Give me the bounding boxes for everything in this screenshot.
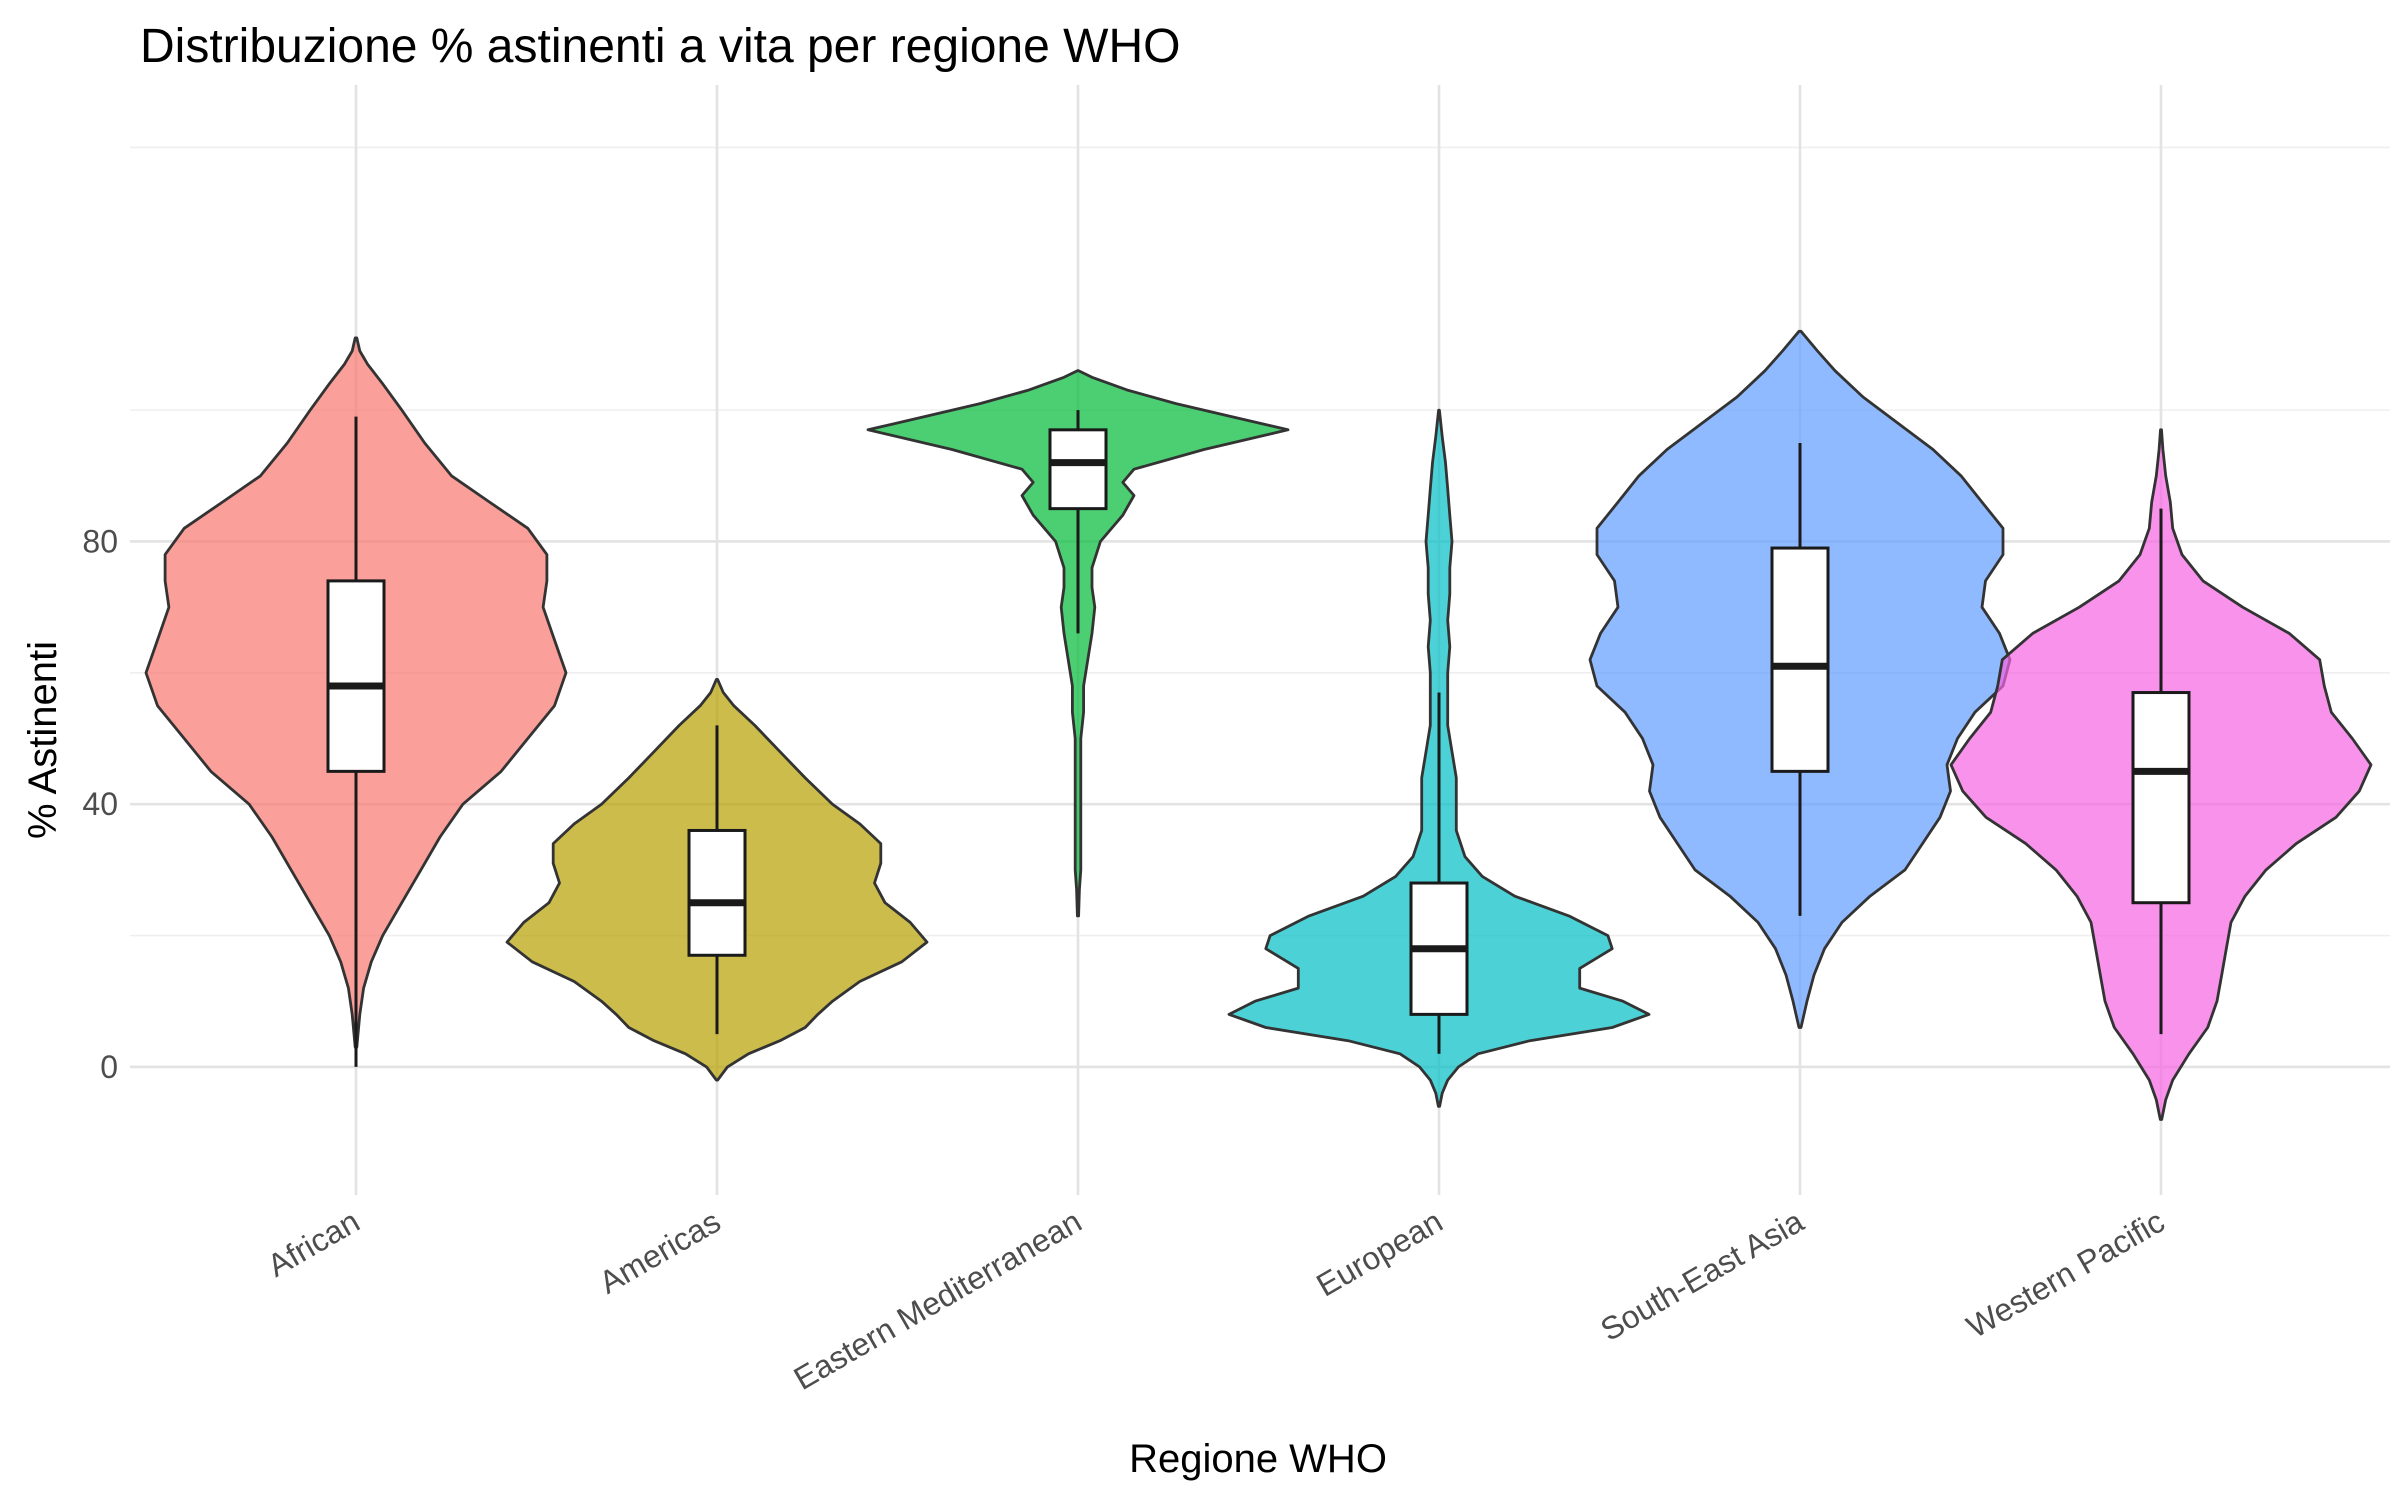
boxplots xyxy=(326,410,2191,1067)
x-tick-label: African xyxy=(261,1203,365,1284)
y-axis-title: % Astinenti xyxy=(21,641,65,839)
y-axis-ticks: 0 40 80 xyxy=(82,523,118,1084)
box-iqr xyxy=(326,579,386,773)
x-axis-title: Regione WHO xyxy=(1129,1437,1387,1481)
x-tick-label: Americas xyxy=(593,1203,726,1301)
chart-title: Distribuzione % astinenti a vita per reg… xyxy=(140,20,1180,73)
box-iqr xyxy=(2131,691,2191,905)
box-iqr xyxy=(1770,546,1830,773)
y-tick-label: 40 xyxy=(82,786,118,822)
x-tick-label: Eastern Mediterranean xyxy=(788,1203,1088,1397)
x-axis-ticks: African Americas Eastern Mediterranean Euro… xyxy=(261,1203,2170,1397)
box-iqr xyxy=(687,828,747,957)
y-tick-label: 0 xyxy=(100,1049,118,1085)
y-tick-label: 80 xyxy=(82,523,118,559)
violins xyxy=(144,329,2373,1121)
box-iqr xyxy=(1048,428,1108,511)
x-tick-label: South-East Asia xyxy=(1594,1203,1809,1348)
x-tick-label: European xyxy=(1310,1203,1448,1304)
x-tick-label: Western Pacific xyxy=(1960,1203,2170,1345)
violin-shape xyxy=(866,369,1290,918)
